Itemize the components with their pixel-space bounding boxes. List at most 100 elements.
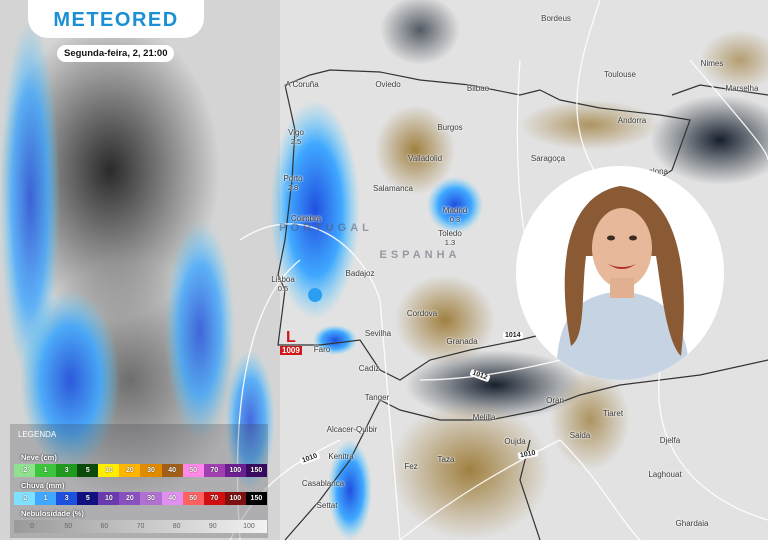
city-name: Cadiz	[358, 364, 380, 373]
rain-scale-step: 150	[245, 492, 267, 505]
snow-scale-step: 10	[98, 464, 120, 477]
country-label-portugal: PORTUGAL	[279, 222, 373, 234]
city-label: Alcacer-Quibir	[327, 425, 378, 434]
cloud-scale-step: 90	[208, 523, 217, 530]
city-precip-value: 2.8	[287, 183, 299, 192]
rain-scale-step: 3	[56, 492, 78, 505]
city-label: Valladolid	[408, 154, 442, 163]
city-label: Porto 2.8	[283, 174, 302, 192]
city-label: Marselha	[726, 84, 759, 93]
city-label: Ghardaia	[676, 519, 709, 528]
city-label: Kenitra	[328, 452, 353, 461]
city-name: Alcacer-Quibir	[326, 425, 378, 434]
rain-scale-step: 1	[35, 492, 57, 505]
legend-title: LEGENDA	[18, 430, 57, 439]
snow-scale-step: 40	[161, 464, 183, 477]
cloud-scale-step: 0	[30, 523, 35, 530]
rain-scale-step: 50	[182, 492, 204, 505]
snow-scale-step: 3	[56, 464, 78, 477]
snow-scale-step: 5	[77, 464, 99, 477]
city-name: Vigo	[288, 128, 304, 137]
city-name: Badajoz	[345, 269, 375, 278]
city-name: Andorra	[617, 116, 647, 125]
city-name: Melilla	[472, 413, 496, 422]
city-label: Saida	[570, 431, 590, 440]
city-label: Oviedo	[375, 80, 400, 89]
snow-scale-step: 50	[182, 464, 204, 477]
presenter-photo	[516, 166, 724, 380]
snow-scale-step: 20	[119, 464, 141, 477]
city-name: Ghardaia	[675, 519, 709, 528]
rain-scale-step: .2	[14, 492, 36, 505]
city-name: Tanger	[364, 393, 390, 402]
city-name: Djelfa	[659, 436, 681, 445]
snow-scale: .2 1 3 5 10 20 30 40 50 70 100 150	[14, 464, 267, 477]
rain-scale-step: 40	[161, 492, 183, 505]
city-name: Coimbra	[290, 214, 322, 223]
cloud-scale-step: 50	[64, 523, 73, 530]
shirt	[556, 291, 691, 380]
rain-areas	[0, 20, 483, 540]
city-name: Bilbao	[466, 84, 490, 93]
map-legend: LEGENDA Neve (cm) .2 1 3 5 10 20 30 40 50 70 100 15…	[10, 424, 268, 538]
city-name: Porto	[283, 174, 303, 183]
city-name: Burgos	[437, 123, 463, 132]
city-name: Toulouse	[603, 70, 637, 79]
city-name: Oviedo	[375, 80, 401, 89]
country-label-spain: ESPANHA	[379, 249, 461, 261]
city-label: Granada	[446, 337, 477, 346]
city-name: Saragoça	[530, 154, 566, 163]
city-label: Lisboa 0.5	[271, 275, 295, 293]
city-label: A Coruña	[285, 80, 318, 89]
low-pressure-symbol: L	[286, 329, 296, 346]
city-label: Settat	[317, 501, 338, 510]
city-label: Casablanca	[302, 479, 344, 488]
city-name: Valladolid	[407, 154, 443, 163]
city-label: Andorra	[618, 116, 646, 125]
cloud-scale-step: 80	[172, 523, 181, 530]
cloud-scale: 0 50 60 70 80 90 100	[14, 520, 267, 533]
city-name: Sevilha	[364, 329, 392, 338]
city-name: Toledo	[438, 229, 462, 238]
city-name: Faro	[313, 345, 331, 354]
low-pressure-value: 1009	[280, 346, 302, 355]
location-pin-icon[interactable]	[308, 288, 323, 318]
city-label: Cordova	[407, 309, 437, 318]
cloud-scale-step: 70	[136, 523, 145, 530]
snow-scale-step: 150	[245, 464, 267, 477]
cloud-scale-label: Nebulosidade (%)	[21, 509, 84, 518]
city-label: Laghouat	[648, 470, 681, 479]
city-label: Toulouse	[604, 70, 636, 79]
city-name: Cordova	[406, 309, 438, 318]
city-name: Laghouat	[648, 470, 682, 479]
brand-name: METEORED	[53, 8, 179, 31]
city-label: Tanger	[365, 393, 389, 402]
city-name: Nimes	[700, 59, 724, 68]
isobar-label: 1014	[503, 332, 523, 339]
city-name: Taza	[437, 455, 455, 464]
city-name: Fez	[404, 462, 418, 471]
meteored-logo[interactable]: METEORED	[28, 0, 204, 38]
city-name: Casablanca	[301, 479, 345, 488]
city-label: Saragoça	[531, 154, 565, 163]
city-label: Oujda	[504, 437, 525, 446]
city-name: A Coruña	[285, 80, 319, 89]
city-precip-value: 0.3	[449, 215, 461, 224]
snow-scale-step: 30	[140, 464, 162, 477]
city-precip-value: 2.5	[290, 137, 302, 146]
snow-scale-step: 1	[35, 464, 57, 477]
city-label: Bordeus	[541, 14, 571, 23]
city-name: Saida	[569, 431, 591, 440]
rain-scale-step: 30	[140, 492, 162, 505]
city-name: Settat	[316, 501, 338, 510]
city-label: Tiaret	[603, 409, 623, 418]
rain-scale-label: Chuva (mm)	[21, 481, 65, 490]
city-label: Taza	[438, 455, 455, 464]
city-label: Coimbra	[291, 214, 321, 223]
snow-scale-label: Neve (cm)	[21, 453, 57, 462]
rain-scale-step: 100	[224, 492, 246, 505]
rain-scale-step: 20	[119, 492, 141, 505]
cloud-scale-step: 100	[243, 523, 255, 530]
hair	[564, 186, 684, 356]
city-name: Oujda	[504, 437, 526, 446]
